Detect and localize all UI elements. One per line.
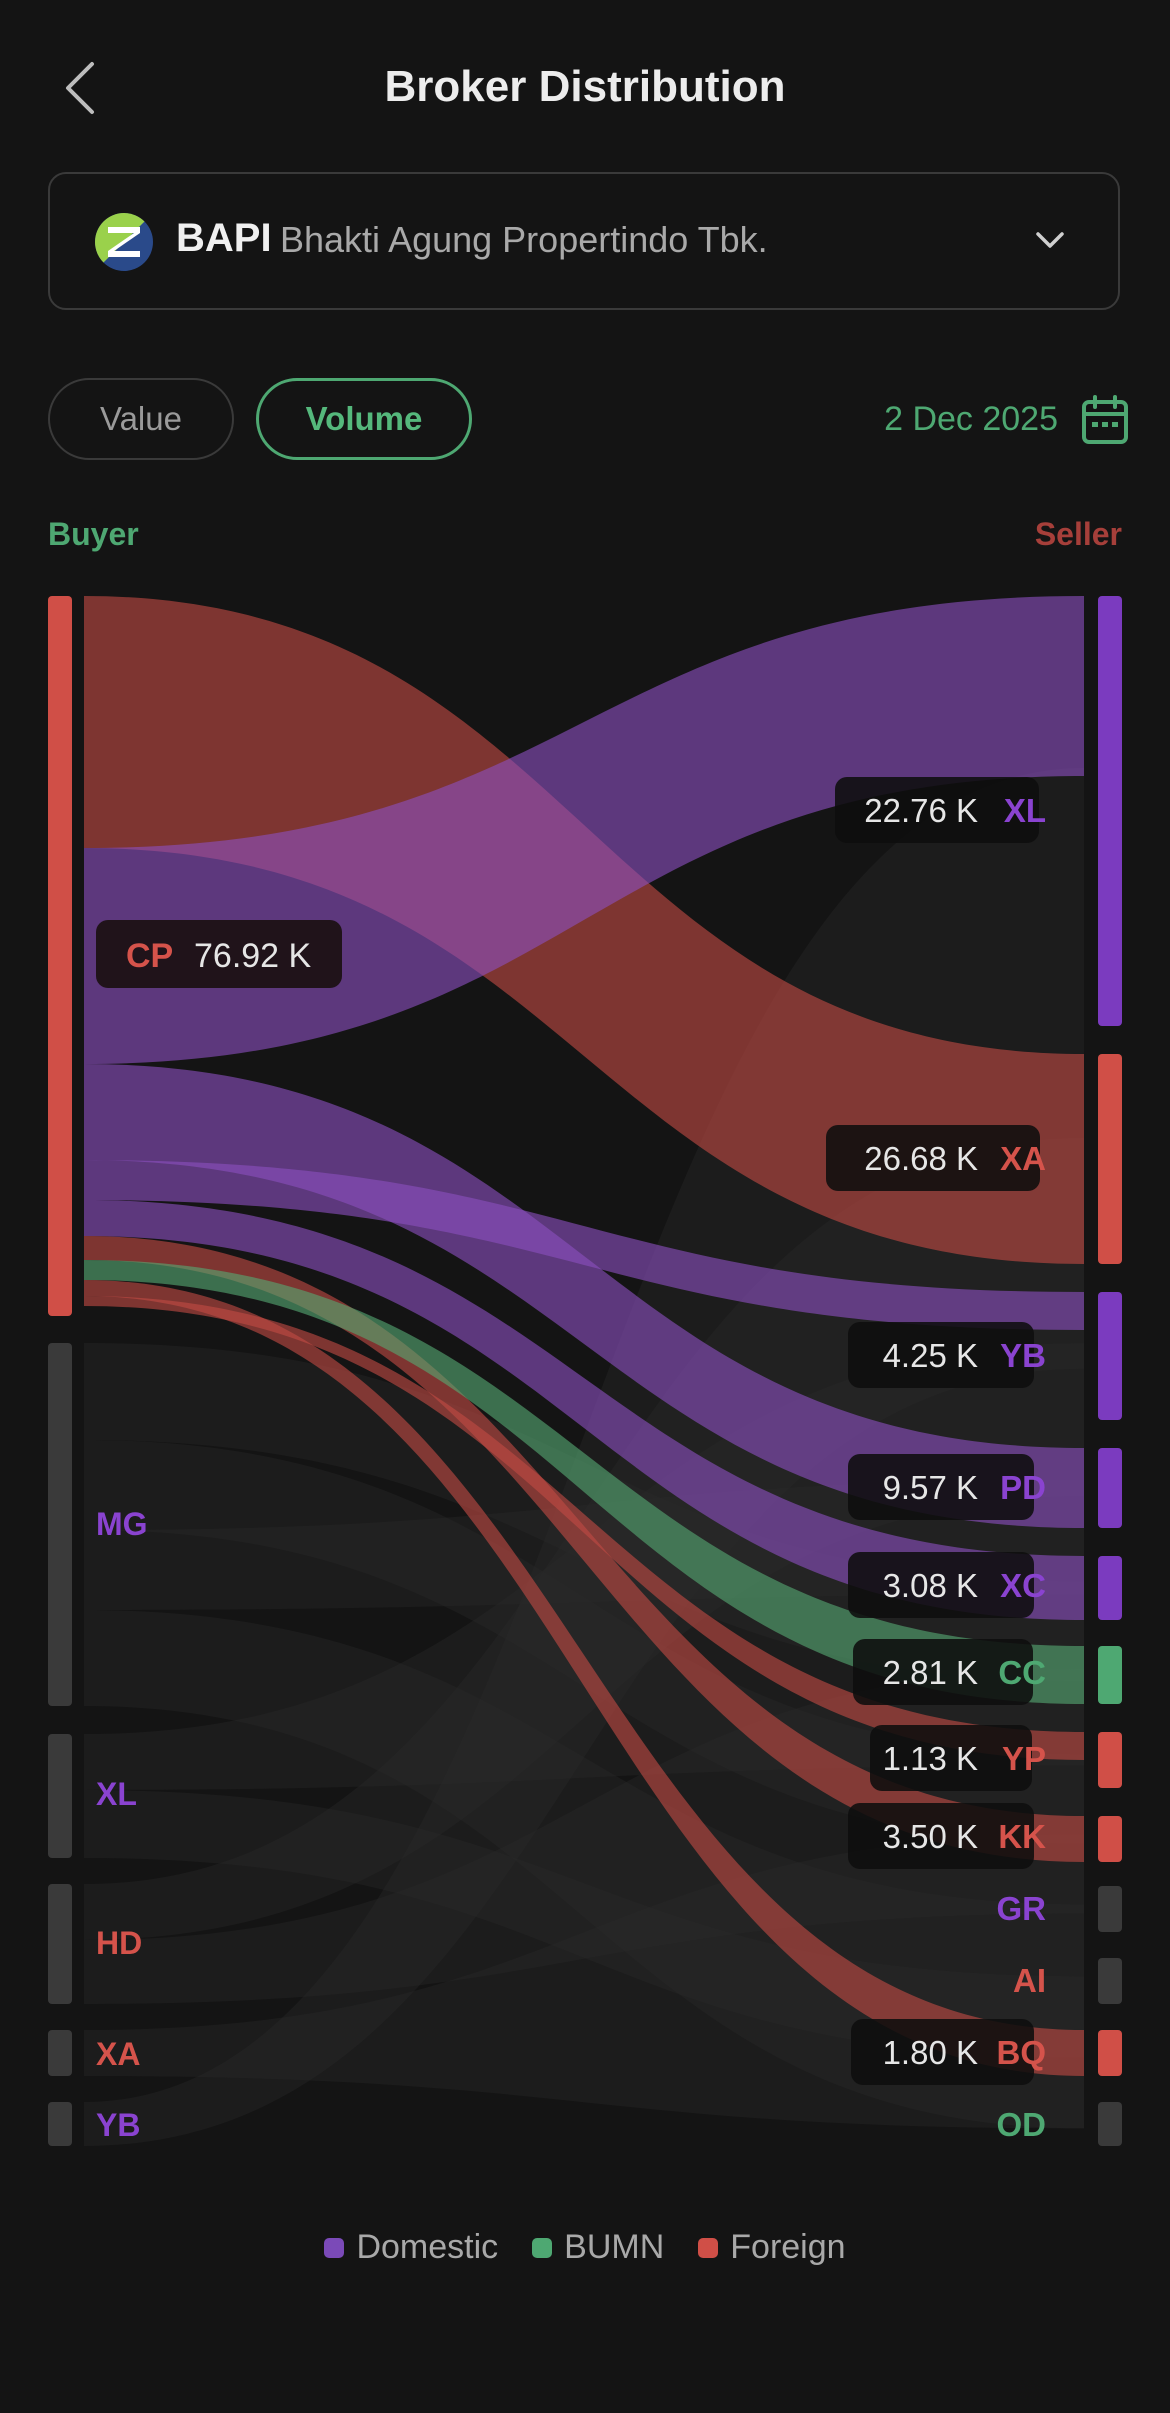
seller-code-label: XC <box>1000 1567 1046 1604</box>
buyer-bar-mg[interactable] <box>48 1343 72 1706</box>
value-toggle-button[interactable]: Value <box>48 378 234 460</box>
seller-label-pill <box>870 1725 1032 1791</box>
seller-value-label: 3.50 K <box>883 1818 978 1855</box>
seller-label-pill <box>848 1803 1034 1869</box>
background-flow <box>84 1343 1084 1681</box>
flow-link-xc[interactable] <box>84 1200 1084 1620</box>
seller-value-label: 9.57 K <box>883 1469 978 1506</box>
seller-bar-kk[interactable] <box>1098 1816 1122 1862</box>
sankey-chart: CP 76.92 K MG XL HD XA YB XL 22.76 K XA 26.68 K YB 4… <box>48 596 1122 2146</box>
legend-item-bumn: BUMN <box>532 2228 664 2267</box>
seller-code-label: BQ <box>997 2034 1047 2071</box>
seller-bar-xl[interactable] <box>1098 596 1122 1026</box>
legend: Domestic BUMN Foreign <box>0 2228 1170 2267</box>
chevron-down-icon <box>1036 232 1064 248</box>
seller-code-label: AI <box>1013 1962 1046 1999</box>
seller-label-pill <box>848 1454 1034 1520</box>
seller-bar-xc[interactable] <box>1098 1556 1122 1620</box>
stock-logo-icon <box>95 213 153 271</box>
legend-dot-domestic <box>324 2237 345 2258</box>
seller-bar-od[interactable] <box>1098 2102 1122 2146</box>
legend-dot-bumn <box>532 2237 553 2258</box>
background-flow <box>84 1440 1084 1844</box>
buyer-bar-yb[interactable] <box>48 2102 72 2146</box>
seller-label-pill <box>835 777 1039 843</box>
seller-value-label: 4.25 K <box>883 1337 978 1374</box>
seller-code-label: OD <box>997 2106 1047 2143</box>
background-flow <box>84 1669 1084 2004</box>
seller-code-label: XA <box>1000 1140 1046 1177</box>
seller-label-pill <box>826 1125 1040 1191</box>
page-title: Broker Distribution <box>384 62 786 111</box>
seller-bar-pd[interactable] <box>1098 1448 1122 1528</box>
seller-code-label: XL <box>1004 792 1046 829</box>
seller-label-pill <box>851 2019 1034 2085</box>
seller-code-label: YB <box>1000 1337 1046 1374</box>
seller-label-pill <box>848 1322 1034 1388</box>
seller-value-label: 1.80 K <box>883 2034 978 2071</box>
flow-link-xa[interactable] <box>84 596 1084 1264</box>
buyer-column-title: Buyer <box>48 516 139 552</box>
seller-code-label: PD <box>1000 1469 1046 1506</box>
seller-value-label: 2.81 K <box>883 1654 978 1691</box>
seller-value-label: 22.76 K <box>864 792 978 829</box>
buyer-value-label: 76.92 K <box>194 937 312 975</box>
seller-bar-xa[interactable] <box>1098 1054 1122 1264</box>
buyer-bar-cp[interactable] <box>48 596 72 1316</box>
buyer-code-label: XA <box>96 2036 140 2072</box>
node-bars <box>48 596 1122 2146</box>
background-flow <box>84 1610 1084 2129</box>
seller-code-label: KK <box>998 1818 1046 1855</box>
buyer-code-label: YB <box>96 2107 140 2143</box>
seller-column-title: Seller <box>1034 516 1122 552</box>
buyer-label-pill <box>96 920 342 988</box>
seller-bar-ai[interactable] <box>1098 1958 1122 2004</box>
buyer-code-label: HD <box>96 1925 142 1961</box>
buyer-bar-xa[interactable] <box>48 2030 72 2076</box>
seller-value-label: 26.68 K <box>864 1140 978 1177</box>
stock-name: Bhakti Agung Propertindo Tbk. <box>280 219 768 260</box>
legend-item-domestic: Domestic <box>324 2228 498 2267</box>
seller-label-pill <box>848 1552 1034 1618</box>
legend-label: BUMN <box>564 2228 665 2266</box>
buyer-bar-hd[interactable] <box>48 1884 72 2004</box>
seller-bar-bq[interactable] <box>1098 2030 1122 2076</box>
header: Broker Distribution <box>0 0 1170 180</box>
seller-value-label: 3.08 K <box>883 1567 978 1604</box>
stock-code: BAPI <box>176 216 272 260</box>
seller-value-label: 1.13 K <box>883 1740 978 1777</box>
seller-code-label: CC <box>998 1654 1046 1691</box>
buyer-code-label: MG <box>96 1506 148 1542</box>
legend-dot-foreign <box>698 2237 719 2258</box>
node-labels: CP 76.92 K MG XL HD XA YB XL 22.76 K XA 26.68 K YB 4… <box>96 777 1046 2143</box>
buyer-code-label: XL <box>96 1776 137 1812</box>
legend-label: Domestic <box>356 2228 499 2266</box>
legend-item-foreign: Foreign <box>698 2228 846 2267</box>
flow-link-cc[interactable] <box>84 1260 1084 1704</box>
stock-selector[interactable]: BAPI Bhakti Agung Propertindo Tbk. <box>48 172 1120 310</box>
date-label[interactable]: 2 Dec 2025 <box>884 400 1058 438</box>
seller-bar-cc[interactable] <box>1098 1646 1122 1704</box>
seller-bar-yp[interactable] <box>1098 1732 1122 1788</box>
volume-toggle-button[interactable]: Volume <box>256 378 472 460</box>
buyer-code-label: CP <box>126 937 173 975</box>
seller-bar-gr[interactable] <box>1098 1886 1122 1932</box>
flow-link-kk[interactable] <box>84 1236 1084 1862</box>
seller-code-label: YP <box>1002 1740 1046 1777</box>
seller-label-pill <box>853 1639 1033 1705</box>
legend-label: Foreign <box>730 2228 846 2266</box>
calendar-icon[interactable] <box>1080 394 1130 446</box>
seller-bar-yb[interactable] <box>1098 1292 1122 1420</box>
buyer-bar-xl[interactable] <box>48 1734 72 1858</box>
flow-link-bq[interactable] <box>84 1280 1084 2076</box>
seller-code-label: GR <box>997 1890 1047 1927</box>
flow-link-yb[interactable] <box>84 1160 1084 1330</box>
flow-link-yp[interactable] <box>84 1296 1084 1760</box>
back-arrow-icon[interactable] <box>58 58 102 118</box>
background-flow <box>84 1834 1084 2129</box>
